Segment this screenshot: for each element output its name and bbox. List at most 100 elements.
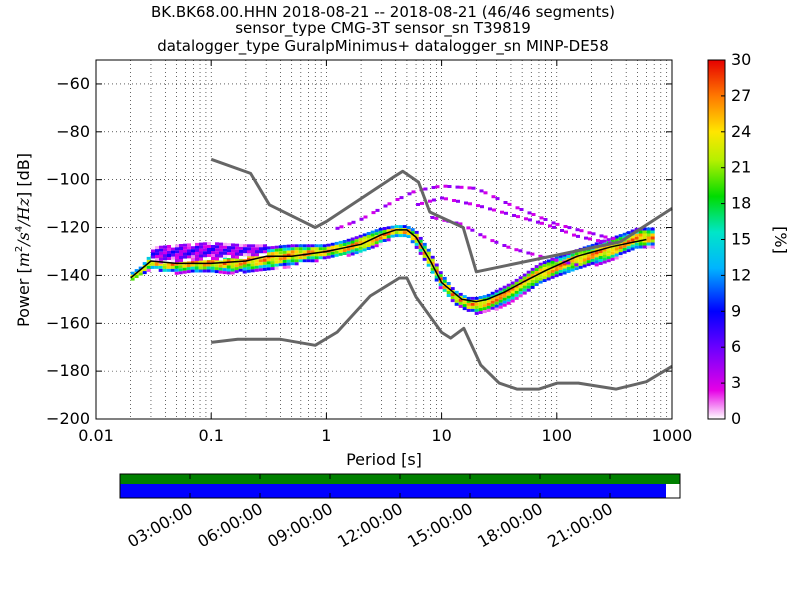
density-cell (326, 255, 331, 259)
density-cell (586, 245, 591, 249)
density-cell (410, 240, 415, 244)
density-cell (190, 269, 195, 273)
outlier-cell (375, 208, 380, 212)
density-cell (386, 232, 391, 236)
density-cell (195, 251, 199, 255)
density-cell (195, 248, 199, 252)
density-cell (602, 248, 607, 252)
density-cell (342, 249, 347, 252)
density-cell (610, 254, 615, 258)
data-coverage-timeline: 03:00:0006:00:0009:00:0012:00:0015:00:00… (119, 473, 681, 551)
density-cell (610, 245, 615, 249)
density-cell (198, 263, 203, 267)
density-cell (558, 272, 563, 276)
density-cell (199, 248, 203, 252)
density-cell (171, 256, 175, 260)
outlier-cell (514, 248, 519, 252)
density-cell (203, 242, 207, 246)
density-cell (247, 247, 251, 251)
density-cell (239, 252, 243, 256)
density-cell (646, 233, 651, 237)
outlier-cell (335, 226, 340, 230)
density-cell (362, 239, 367, 243)
density-cell (223, 248, 227, 252)
outlier-cell (539, 216, 544, 220)
density-cell (250, 266, 255, 270)
density-cell (406, 232, 411, 236)
density-cell (306, 256, 311, 260)
density-cell (243, 250, 247, 254)
outlier-cell (538, 254, 543, 258)
density-cell (366, 244, 371, 247)
outlier-cell (507, 202, 512, 206)
density-cell (239, 255, 243, 259)
density-cell (130, 277, 135, 281)
y-axis-label: Power [m2/s4/Hz] [dB] (14, 153, 33, 327)
density-cell (578, 262, 583, 266)
density-cell (430, 258, 435, 262)
density-cell (390, 225, 395, 229)
density-cell (202, 263, 207, 267)
density-cell (146, 265, 151, 269)
density-cell (179, 256, 183, 259)
density-cell (490, 297, 495, 301)
density-cell (255, 244, 259, 248)
density-cell (490, 303, 495, 307)
density-cell (306, 262, 311, 266)
density-cell (366, 235, 371, 238)
density-cell (458, 301, 463, 305)
density-cell (618, 249, 623, 253)
outlier-cell (471, 186, 476, 190)
density-cell (422, 257, 427, 261)
density-cell (446, 285, 451, 288)
density-cell (207, 242, 211, 245)
density-cell (278, 251, 283, 255)
density-cell (502, 303, 507, 307)
density-cell (650, 230, 655, 234)
density-cell (434, 275, 439, 279)
density-cell (362, 233, 367, 237)
outlier-cell (548, 224, 552, 228)
density-cell (634, 233, 639, 237)
density-cell (466, 296, 471, 300)
density-cell (482, 310, 487, 314)
density-cell (322, 256, 327, 260)
density-cell (394, 231, 399, 235)
density-cell (382, 227, 387, 230)
density-cell (262, 261, 267, 265)
density-cell (562, 268, 567, 272)
density-cell (442, 285, 447, 289)
density-cell (223, 245, 227, 249)
density-cell (330, 251, 335, 255)
density-cell (550, 275, 555, 279)
density-cell (594, 257, 599, 261)
density-cell (318, 247, 323, 251)
density-cell (578, 256, 583, 260)
x-axis-ticks: 0.01 0.1 1 10 100 1000 (78, 60, 692, 445)
density-cell (251, 247, 255, 251)
density-cell (334, 253, 339, 257)
outlier-cell (528, 218, 532, 222)
y-tick-label: −120 (46, 218, 90, 237)
outlier-cell (512, 214, 516, 217)
density-cell (578, 265, 583, 269)
density-cell (410, 228, 415, 232)
y-tick-label: −100 (46, 170, 90, 189)
density-cell (206, 266, 211, 270)
density-cell (646, 245, 651, 249)
density-cell (610, 257, 615, 261)
density-cell (526, 279, 531, 283)
density-cell (470, 302, 475, 306)
density-cell (183, 243, 187, 247)
density-cell (350, 240, 355, 244)
outlier-cell (351, 220, 356, 224)
density-cell (614, 235, 619, 239)
density-cell (190, 263, 195, 267)
density-cell (227, 255, 231, 259)
density-cell (199, 242, 203, 246)
density-cell (626, 249, 631, 253)
colorbar-label: [%] (771, 226, 790, 254)
density-cell (306, 259, 311, 263)
density-cell (146, 256, 151, 260)
density-cell (398, 234, 403, 238)
